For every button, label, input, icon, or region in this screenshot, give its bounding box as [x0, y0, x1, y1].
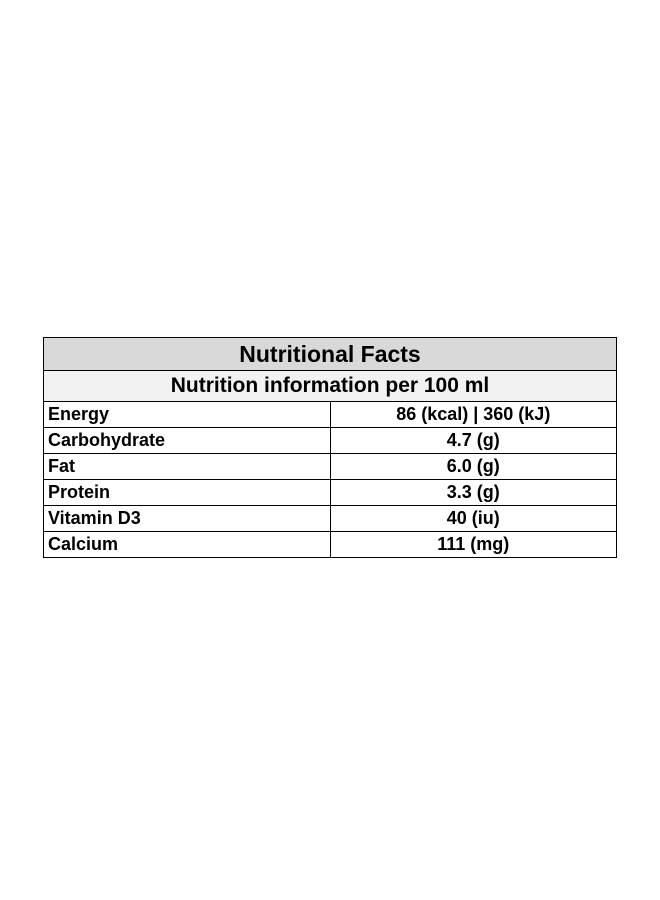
title-row: Nutritional Facts — [43, 337, 617, 371]
nutrient-name: Protein — [43, 479, 331, 506]
nutrient-name: Vitamin D3 — [43, 505, 331, 532]
nutrient-value: 86 (kcal) | 360 (kJ) — [329, 401, 617, 428]
table-row: Calcium 111 (mg) — [43, 531, 617, 558]
table-title: Nutritional Facts — [43, 337, 617, 371]
nutrient-name: Energy — [43, 401, 331, 428]
nutrient-name: Carbohydrate — [43, 427, 331, 454]
nutrient-name: Calcium — [43, 531, 331, 558]
table-row: Energy 86 (kcal) | 360 (kJ) — [43, 401, 617, 428]
nutrient-value: 4.7 (g) — [329, 427, 617, 454]
nutrient-value: 111 (mg) — [329, 531, 617, 558]
table-row: Vitamin D3 40 (iu) — [43, 505, 617, 532]
table-row: Fat 6.0 (g) — [43, 453, 617, 480]
nutrition-facts-table: Nutritional Facts Nutrition information … — [43, 337, 617, 558]
table-row: Carbohydrate 4.7 (g) — [43, 427, 617, 454]
nutrient-value: 3.3 (g) — [329, 479, 617, 506]
nutrient-value: 40 (iu) — [329, 505, 617, 532]
table-subtitle: Nutrition information per 100 ml — [43, 370, 617, 402]
table-row: Protein 3.3 (g) — [43, 479, 617, 506]
nutrient-name: Fat — [43, 453, 331, 480]
nutrient-value: 6.0 (g) — [329, 453, 617, 480]
subtitle-row: Nutrition information per 100 ml — [43, 370, 617, 402]
